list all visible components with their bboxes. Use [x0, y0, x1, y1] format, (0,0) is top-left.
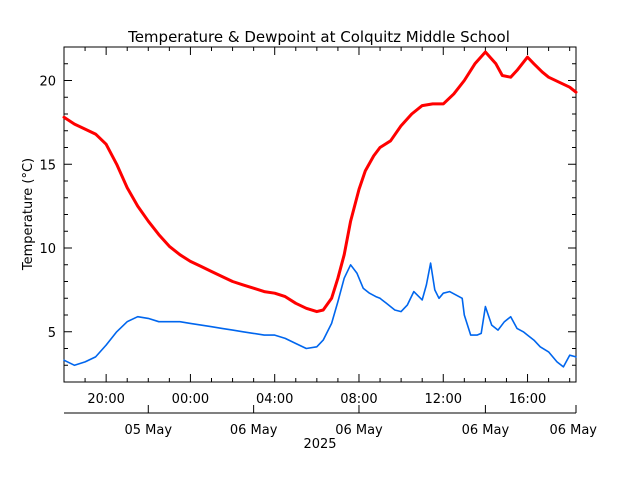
x-tick-label: 08:00	[340, 392, 377, 407]
x-tick-label: 00:00	[172, 392, 209, 407]
x-tick-label: 20:00	[87, 392, 124, 407]
temperature-series-line	[62, 50, 578, 314]
y-tick-label: 15	[39, 158, 56, 173]
chart-title: Temperature & Dewpoint at Colquitz Middl…	[127, 28, 510, 46]
dewpoint-series-line	[63, 262, 577, 368]
date-tick-label: 06 May	[462, 423, 510, 438]
year-label: 2025	[303, 437, 336, 452]
y-axis: 5 10 15 20	[39, 46, 576, 383]
date-tick-label: 05 May	[124, 423, 172, 438]
y-axis-label: Temperature (°C)	[21, 158, 36, 271]
x-tick-label: 16:00	[509, 392, 546, 407]
x-tick-label: 12:00	[425, 392, 462, 407]
date-tick-label: 06 May	[549, 423, 597, 438]
x-axis-time: 20:00 00:00 04:00 08:00 12:00 16:00	[63, 47, 571, 407]
y-tick-label: 10	[39, 242, 56, 257]
y-tick-label: 20	[39, 75, 56, 90]
date-tick-label: 06 May	[335, 423, 383, 438]
date-tick-label: 06 May	[230, 423, 278, 438]
x-tick-label: 04:00	[256, 392, 293, 407]
series-layer	[62, 50, 578, 368]
x-axis-date: 05 May 06 May 06 May 06 May 06 May	[124, 405, 597, 438]
plot-frame	[63, 46, 577, 383]
y-tick-label: 5	[48, 326, 56, 341]
